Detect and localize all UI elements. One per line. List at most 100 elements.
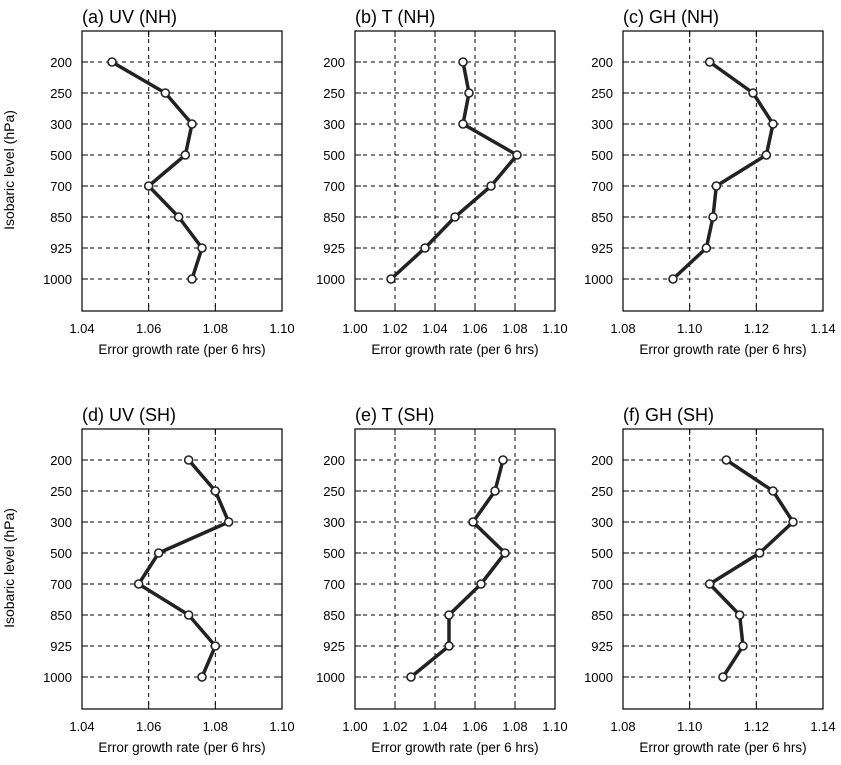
x-tick-label: 1.14	[810, 321, 835, 336]
panel-6: 200 250 300 500 700 850 925 1000 1.08 1.10 1.12 1.1…	[584, 405, 836, 755]
y-tick-label: 925	[50, 639, 72, 654]
series-line	[707, 458, 795, 679]
x-tick-label: 1.08	[502, 719, 527, 734]
y-tick-label: 700	[50, 179, 72, 194]
data-point	[748, 88, 758, 98]
data-point	[500, 548, 510, 558]
y-tick-label: 1000	[316, 670, 345, 685]
x-tick-label: 1.02	[382, 321, 407, 336]
x-tick-label: 1.02	[382, 719, 407, 734]
x-tick-label: 1.10	[542, 719, 567, 734]
x-tick-label: 1.04	[422, 321, 447, 336]
y-tick-label: 1000	[584, 670, 613, 685]
x-tick-label: 1.12	[744, 719, 769, 734]
data-point	[187, 274, 197, 284]
data-point	[464, 88, 474, 98]
series-line	[389, 60, 519, 281]
data-point	[490, 486, 500, 496]
series-line	[136, 458, 231, 679]
data-point	[187, 119, 197, 129]
y-tick-label: 700	[50, 577, 72, 592]
y-tick-label: 925	[591, 639, 613, 654]
y-tick-label: 500	[323, 148, 345, 163]
y-tick-label: 850	[591, 210, 613, 225]
panel-title: (e) T (SH)	[355, 405, 434, 425]
y-tick-label: 250	[591, 484, 613, 499]
data-point	[734, 610, 745, 620]
data-point	[183, 610, 194, 620]
panel-title: (d) UV (SH)	[82, 405, 176, 425]
y-tick-label: 700	[323, 179, 345, 194]
data-point	[768, 486, 778, 496]
plot-frame	[622, 428, 824, 710]
panel-5: 200 250 300 500 700 850 925 1000 1.00 1.02 1.04 1.0…	[316, 405, 568, 755]
x-tick-label: 1.06	[136, 321, 161, 336]
y-tick-label: 300	[591, 515, 613, 530]
x-tick-label: 1.08	[610, 321, 635, 336]
data-point	[761, 150, 772, 160]
y-tick-label: 200	[591, 55, 613, 70]
y-tick-label: 250	[323, 86, 345, 101]
data-point	[788, 517, 798, 527]
y-tick-label: 850	[323, 608, 345, 623]
x-tick-label: 1.06	[462, 719, 487, 734]
series-line	[409, 458, 507, 679]
y-tick-label: 850	[591, 608, 613, 623]
data-point	[183, 455, 194, 465]
x-tick-label: 1.00	[342, 719, 367, 734]
y-tick-label: 500	[50, 546, 72, 561]
panel-title: (f) GH (SH)	[623, 405, 714, 425]
y-tick-label: 200	[323, 453, 345, 468]
x-tick-label: 1.08	[203, 321, 228, 336]
y-tick-label: 200	[323, 55, 345, 70]
y-tick-label: 300	[591, 117, 613, 132]
y-tick-label: 1000	[43, 272, 72, 287]
y-tick-label: 250	[323, 484, 345, 499]
panel-4: 200 250 300 500 700 850 925 1000 1.04 1.06 1.08 1.1…	[43, 405, 295, 755]
y-tick-label: 300	[323, 515, 345, 530]
x-axis-label: Error growth rate (per 6 hrs)	[371, 342, 538, 357]
x-tick-label: 1.06	[136, 719, 161, 734]
data-point	[107, 57, 117, 67]
y-tick-label: 925	[323, 639, 345, 654]
x-tick-label: 1.04	[69, 719, 94, 734]
y-tick-label: 200	[50, 55, 72, 70]
y-tick-label: 500	[591, 546, 613, 561]
y-tick-label: 1000	[43, 670, 72, 685]
data-point	[668, 274, 678, 284]
x-tick-label: 1.10	[677, 321, 702, 336]
data-point	[160, 88, 171, 98]
x-tick-label: 1.04	[69, 321, 94, 336]
plot-frame	[622, 30, 824, 312]
x-tick-label: 1.10	[269, 321, 294, 336]
y-tick-label: 200	[50, 453, 72, 468]
x-tick-label: 1.08	[502, 321, 527, 336]
data-point	[210, 641, 221, 651]
panel-title: (c) GH (NH)	[623, 7, 719, 27]
x-tick-label: 1.10	[677, 719, 702, 734]
plot-frame	[81, 30, 283, 312]
x-tick-label: 1.04	[422, 719, 447, 734]
data-point	[444, 610, 454, 620]
y-tick-label: 500	[591, 148, 613, 163]
y-tick-label: 700	[323, 577, 345, 592]
x-tick-label: 1.14	[810, 719, 835, 734]
panel-3: 200 250 300 500 700 850 925 1000 1.08 1.10 1.12 1.1…	[584, 7, 836, 357]
x-tick-label: 1.08	[203, 719, 228, 734]
y-tick-label: 300	[323, 117, 345, 132]
y-tick-label: 250	[50, 86, 72, 101]
data-point	[708, 212, 718, 222]
y-tick-label: 250	[50, 484, 72, 499]
data-point	[173, 212, 184, 222]
y-tick-label: 925	[591, 241, 613, 256]
data-point	[476, 579, 486, 589]
data-point	[754, 548, 765, 558]
x-axis-label: Error growth rate (per 6 hrs)	[98, 740, 265, 755]
y-tick-label: 1000	[316, 272, 345, 287]
y-tick-label: 700	[591, 577, 613, 592]
plot-frame	[354, 428, 556, 710]
data-point	[197, 672, 207, 682]
x-tick-label: 1.06	[462, 321, 487, 336]
data-point	[498, 455, 508, 465]
